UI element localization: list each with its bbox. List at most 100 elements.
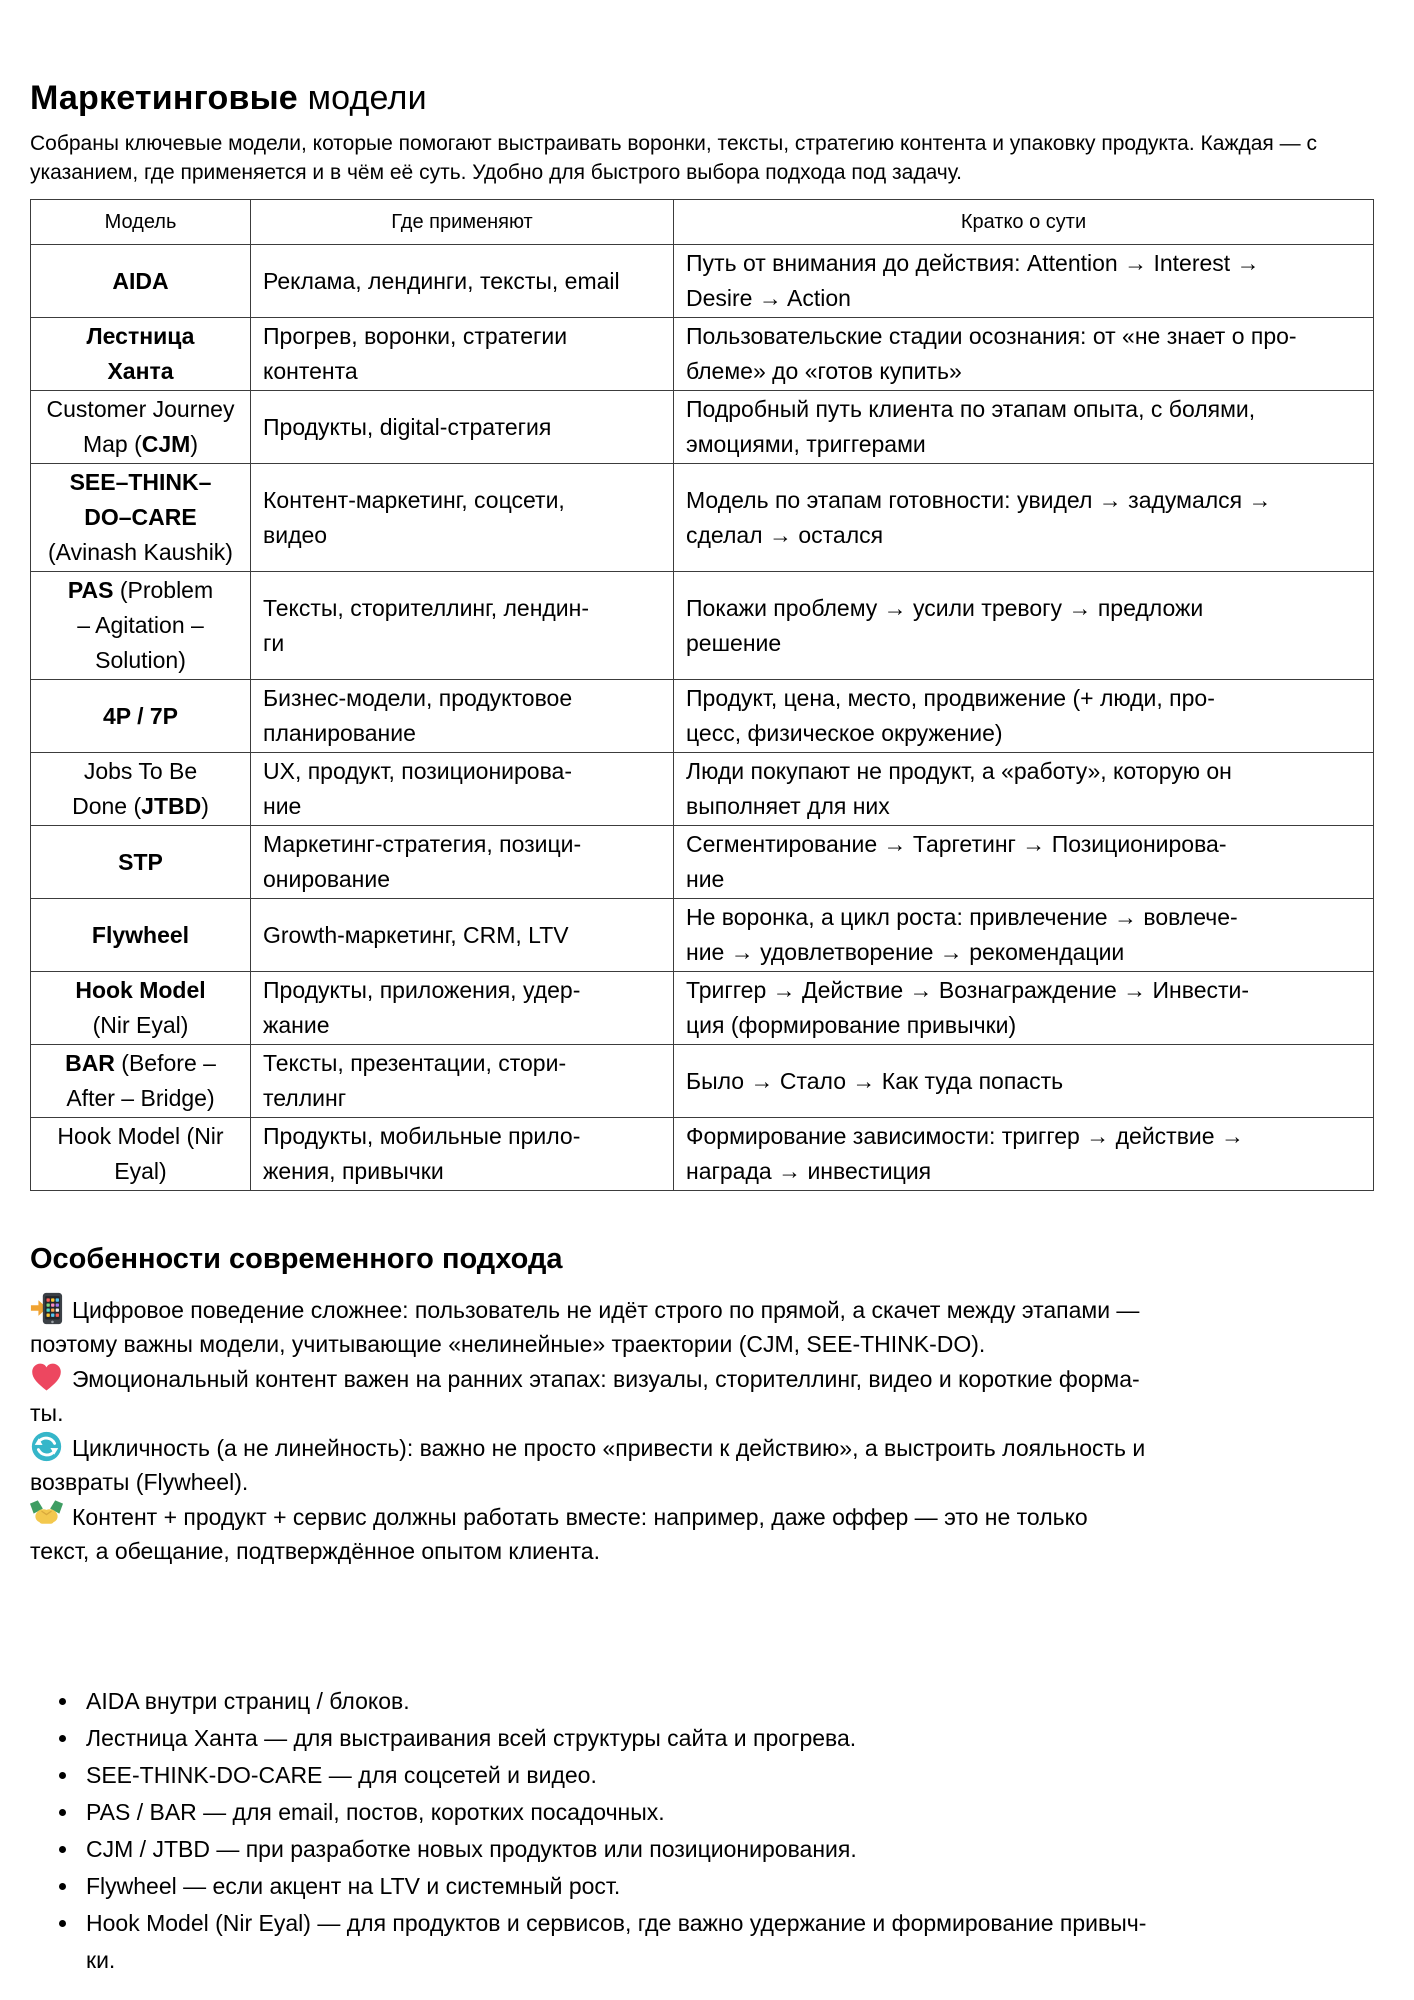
essence-cell: Триггер → Действие → Вознаграждение → Ин… [673, 971, 1374, 1046]
essence-cell: Подробный путь клиента по этапам опыта, … [673, 390, 1374, 465]
feature-text: Цикличность (а не линейность): важно не … [30, 1435, 1146, 1496]
model-name-bold: CJM [141, 431, 191, 458]
table-row: SEE–THINK– DO–CARE (Avinash Kaushik) Конт… [30, 463, 1374, 573]
model-cell: Customer Journey Map (CJM) [30, 390, 251, 465]
model-cell: PAS (Problem – Agitation – Solution) [30, 571, 251, 681]
table-row: STP Маркетинг-стратегия, позици- онирован… [30, 825, 1374, 900]
essence-cell: Люди покупают не продукт, а «работу», ко… [673, 752, 1374, 827]
model-name-bold: Flywheel [91, 921, 190, 948]
phone-arrow-icon [30, 1292, 63, 1325]
model-name-bold: Hook Model [75, 977, 206, 1004]
feature-text: Эмоциональный контент важен на ранних эт… [30, 1366, 1140, 1427]
essence-cell: Продукт, цена, место, продвижение (+ люд… [673, 679, 1374, 754]
table-body: AIDA Реклама, лендинги, тексты, email Путь… [30, 244, 1374, 1192]
table-row: Flywheel Growth-маркетинг, CRM, LTV Не вор… [30, 898, 1374, 973]
model-name-bold: SEE–THINK– DO–CARE [69, 469, 212, 531]
usage-list-item: AIDA внутри страниц / блоков. [80, 1683, 1384, 1720]
usage-list-item: Hook Model (Nir Eyal) — для продуктов и … [80, 1905, 1384, 1979]
cycle-icon [30, 1430, 63, 1463]
model-name-text: Jobs To Be Done ( [72, 758, 198, 820]
feature-item: Цифровое поведение сложнее: пользователь… [30, 1292, 1384, 1361]
table-row: PAS (Problem – Agitation – Solution) Текс… [30, 571, 1374, 681]
intro-paragraph: Собраны ключевые модели, которые помогаю… [30, 132, 1317, 185]
essence-cell: Модель по этапам готовности: увидел → за… [673, 463, 1374, 573]
model-name-bold: AIDA [112, 267, 169, 294]
essence-cell: Путь от внимания до действия: Attention … [673, 244, 1374, 319]
model-name-text: (Before – After – Bridge) [66, 1050, 216, 1112]
where-applied-cell: Реклама, лендинги, тексты, email [250, 244, 674, 319]
model-name-bold: JTBD [141, 793, 202, 820]
essence-cell: Сегментирование → Таргетинг → Позиционир… [673, 825, 1374, 900]
model-name-text: ) [190, 431, 199, 458]
usage-list-item: PAS / BAR — для email, постов, коротких … [80, 1794, 1384, 1831]
where-applied-cell: Маркетинг-стратегия, позици- онирование [250, 825, 674, 900]
marketing-models-table: Модель Где применяют Кратко о сути AIDA Рек… [30, 199, 1374, 1192]
where-applied-cell: Тексты, сторителлинг, лендин- ги [250, 571, 674, 681]
table-row: Лестница Ханта Прогрев, воронки, стратеги… [30, 317, 1374, 392]
feature-text: Цифровое поведение сложнее: пользователь… [30, 1297, 1140, 1358]
model-cell: SEE–THINK– DO–CARE (Avinash Kaushik) [30, 463, 251, 573]
model-name-text: ) [201, 793, 209, 820]
model-cell: AIDA [30, 244, 251, 319]
model-name-bold: PAS [67, 577, 114, 604]
table-row: Hook Model (Nir Eyal) Продукты, приложени… [30, 971, 1374, 1046]
page-title-bold: Маркетинговые [30, 79, 298, 117]
feature-item: Цикличность (а не линейность): важно не … [30, 1430, 1384, 1499]
model-name-text: Hook Model (Nir Eyal) [57, 1123, 224, 1185]
model-name-bold: BAR [65, 1050, 115, 1077]
usage-list-item: Flywheel — если акцент на LTV и системны… [80, 1868, 1384, 1905]
essence-cell: Формирование зависимости: триггер → дейс… [673, 1117, 1374, 1192]
table-row: AIDA Реклама, лендинги, тексты, email Путь… [30, 244, 1374, 319]
model-name-text: (Avinash Kaushik) [48, 539, 233, 566]
essence-cell: Было → Стало → Как туда попасть [673, 1044, 1374, 1119]
feature-text: Контент + продукт + сервис должны работа… [30, 1504, 1088, 1565]
model-cell: BAR (Before – After – Bridge) [30, 1044, 251, 1119]
where-applied-cell: Growth-маркетинг, CRM, LTV [250, 898, 674, 973]
table-row: Jobs To Be Done (JTBD) UX, продукт, позиц… [30, 752, 1374, 827]
essence-cell: Пользовательские стадии осознания: от «н… [673, 317, 1374, 392]
column-header: Модель [30, 199, 251, 246]
model-cell: Hook Model (Nir Eyal) [30, 971, 251, 1046]
where-applied-cell: UX, продукт, позиционирова- ние [250, 752, 674, 827]
model-cell: Лестница Ханта [30, 317, 251, 392]
column-header: Кратко о сути [673, 199, 1374, 246]
table-row: Hook Model (Nir Eyal) Продукты, мобильные… [30, 1117, 1374, 1192]
model-name-text: (Nir Eyal) [92, 1012, 189, 1039]
column-header: Где применяют [250, 199, 674, 246]
usage-list-item: SEE-THINK-DO-CARE — для соцсетей и видео… [80, 1757, 1384, 1794]
handshake-icon [30, 1499, 63, 1532]
usage-list-item: CJM / JTBD — при разработке новых продук… [80, 1831, 1384, 1868]
heart-icon [30, 1361, 63, 1394]
essence-cell: Покажи проблему → усили тревогу → предло… [673, 571, 1374, 681]
model-name-bold: Лестница Ханта [86, 323, 195, 385]
features-list: Цифровое поведение сложнее: пользователь… [30, 1292, 1384, 1568]
model-cell: Flywheel [30, 898, 251, 973]
model-name-bold: STP [118, 848, 163, 875]
usage-list: AIDA внутри страниц / блоков.Лестница Ха… [30, 1683, 1384, 1979]
usage-list-item: Лестница Ханта — для выстраивания всей с… [80, 1720, 1384, 1757]
where-applied-cell: Продукты, приложения, удер- жание [250, 971, 674, 1046]
feature-item: Эмоциональный контент важен на ранних эт… [30, 1361, 1384, 1430]
model-cell: Hook Model (Nir Eyal) [30, 1117, 251, 1192]
model-cell: Jobs To Be Done (JTBD) [30, 752, 251, 827]
features-heading: Особенности современного подхода [30, 1243, 563, 1276]
table-row: Customer Journey Map (CJM) Продукты, digi… [30, 390, 1374, 465]
model-cell: STP [30, 825, 251, 900]
page-title: Маркетинговые модели [30, 79, 1384, 117]
page-title-regular: модели [297, 79, 427, 117]
where-applied-cell: Продукты, мобильные прило- жения, привыч… [250, 1117, 674, 1192]
where-applied-cell: Бизнес-модели, продуктовое планирование [250, 679, 674, 754]
where-applied-cell: Контент-маркетинг, соцсети, видео [250, 463, 674, 573]
essence-cell: Не воронка, а цикл роста: привлечение → … [673, 898, 1374, 973]
model-name-text: (Problem – Agitation – Solution) [77, 577, 214, 674]
table-row: 4P / 7P Бизнес-модели, продуктовое планир… [30, 679, 1374, 754]
where-applied-cell: Тексты, презентации, стори- теллинг [250, 1044, 674, 1119]
where-applied-cell: Прогрев, воронки, стратегии контента [250, 317, 674, 392]
model-name-text: Customer Journey Map ( [46, 396, 235, 458]
where-applied-cell: Продукты, digital-стратегия [250, 390, 674, 465]
table-header-row: Модель Где применяют Кратко о сути [30, 199, 1374, 246]
table-row: BAR (Before – After – Bridge) Тексты, пре… [30, 1044, 1374, 1119]
feature-item: Контент + продукт + сервис должны работа… [30, 1499, 1384, 1568]
model-cell: 4P / 7P [30, 679, 251, 754]
